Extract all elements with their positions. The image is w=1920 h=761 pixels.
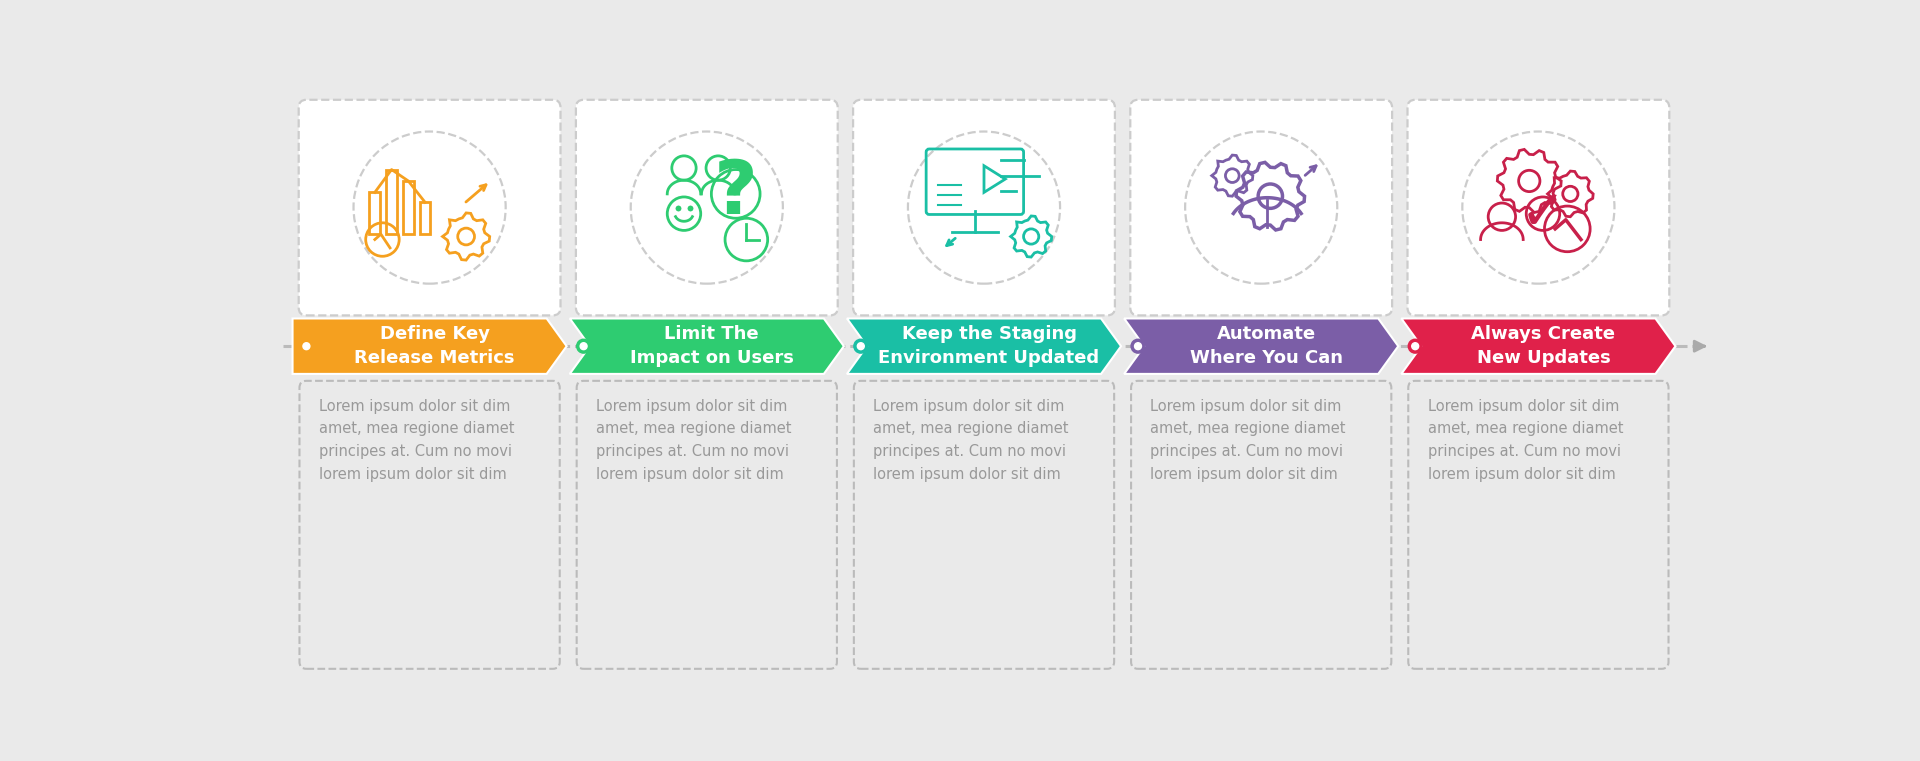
FancyBboxPatch shape: [300, 380, 561, 669]
Circle shape: [580, 342, 588, 349]
FancyBboxPatch shape: [576, 380, 837, 669]
Circle shape: [300, 339, 313, 353]
Text: Always Create
New Updates: Always Create New Updates: [1471, 326, 1615, 367]
FancyBboxPatch shape: [1131, 380, 1392, 669]
Polygon shape: [292, 318, 566, 374]
Polygon shape: [1123, 318, 1398, 374]
Polygon shape: [570, 318, 845, 374]
Circle shape: [1411, 342, 1419, 349]
Bar: [369, 193, 380, 234]
Circle shape: [576, 339, 591, 353]
Circle shape: [1135, 342, 1142, 349]
Text: Lorem ipsum dolor sit dim
amet, mea regione diamet
principes at. Cum no movi
lor: Lorem ipsum dolor sit dim amet, mea regi…: [1150, 399, 1346, 482]
FancyBboxPatch shape: [300, 100, 561, 315]
Text: Limit The
Impact on Users: Limit The Impact on Users: [630, 326, 793, 367]
FancyBboxPatch shape: [852, 100, 1116, 315]
Circle shape: [858, 342, 864, 349]
Text: Lorem ipsum dolor sit dim
amet, mea regione diamet
principes at. Cum no movi
lor: Lorem ipsum dolor sit dim amet, mea regi…: [319, 399, 515, 482]
Text: ?: ?: [714, 158, 758, 231]
Circle shape: [1407, 339, 1423, 353]
Circle shape: [1131, 339, 1144, 353]
Polygon shape: [1402, 318, 1676, 374]
FancyBboxPatch shape: [854, 380, 1114, 669]
FancyBboxPatch shape: [1407, 100, 1668, 315]
Text: Lorem ipsum dolor sit dim
amet, mea regione diamet
principes at. Cum no movi
lor: Lorem ipsum dolor sit dim amet, mea regi…: [595, 399, 791, 482]
FancyBboxPatch shape: [576, 100, 837, 315]
Circle shape: [303, 342, 309, 349]
Text: Keep the Staging
Environment Updated: Keep the Staging Environment Updated: [879, 326, 1100, 367]
FancyBboxPatch shape: [1407, 380, 1668, 669]
Text: Lorem ipsum dolor sit dim
amet, mea regione diamet
principes at. Cum no movi
lor: Lorem ipsum dolor sit dim amet, mea regi…: [1427, 399, 1622, 482]
Bar: [420, 202, 430, 234]
FancyBboxPatch shape: [1131, 100, 1392, 315]
Text: Automate
Where You Can: Automate Where You Can: [1190, 326, 1342, 367]
Text: Define Key
Release Metrics: Define Key Release Metrics: [355, 326, 515, 367]
Circle shape: [854, 339, 868, 353]
Polygon shape: [847, 318, 1121, 374]
Text: ✓: ✓: [1521, 186, 1567, 240]
Bar: [386, 170, 397, 234]
Text: Lorem ipsum dolor sit dim
amet, mea regione diamet
principes at. Cum no movi
lor: Lorem ipsum dolor sit dim amet, mea regi…: [874, 399, 1069, 482]
Bar: [403, 181, 413, 234]
